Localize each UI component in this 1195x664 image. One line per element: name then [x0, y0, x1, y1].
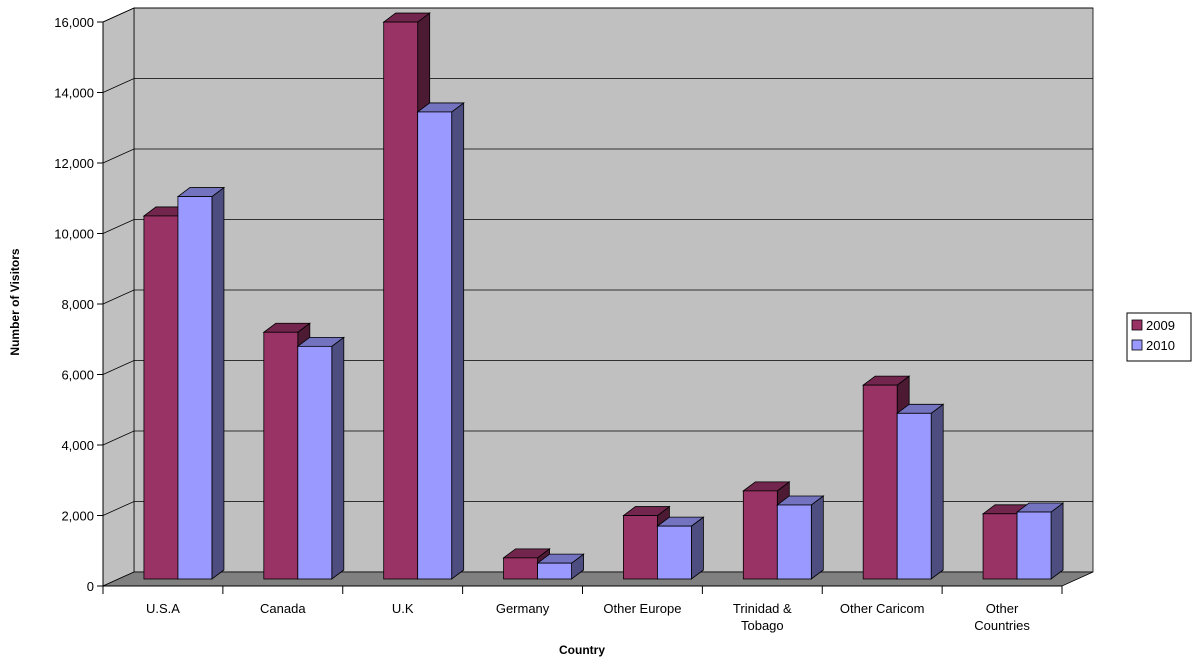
legend-label: 2009 — [1146, 318, 1175, 333]
bar-front — [263, 331, 299, 580]
bar-front — [657, 525, 692, 580]
category-label: Countries — [974, 618, 1030, 633]
y-tick-label: 12,000 — [54, 156, 94, 171]
y-tick-label: 6,000 — [61, 368, 94, 383]
category-label: Trinidad & — [733, 601, 792, 616]
bar — [895, 403, 945, 580]
bar-front — [177, 196, 213, 580]
bar — [176, 186, 226, 580]
bar-front — [742, 490, 778, 580]
bar-front — [297, 345, 333, 580]
bar-front — [776, 504, 812, 580]
bar — [296, 336, 346, 580]
category-label: U.S.A — [146, 601, 180, 616]
y-tick-label: 8,000 — [61, 297, 94, 312]
bar-side — [451, 102, 465, 580]
category-label: Canada — [260, 601, 306, 616]
bar-side — [691, 516, 704, 580]
y-tick-label: 2,000 — [61, 509, 94, 524]
category-label: Other Europe — [603, 601, 681, 616]
category-label: U.K — [392, 601, 414, 616]
legend: 2009 2010 — [1126, 312, 1192, 362]
category-label: Germany — [496, 601, 550, 616]
bar-side — [211, 186, 225, 580]
bar — [536, 553, 585, 580]
x-axis-title: Country — [559, 643, 605, 657]
bar — [656, 516, 705, 580]
gridline — [102, 7, 1093, 23]
y-axis-title: Number of Visitors — [8, 248, 22, 355]
legend-swatch — [1131, 319, 1143, 331]
bar-front — [896, 412, 932, 580]
bar-front — [623, 515, 658, 580]
category-label: Other Caricom — [840, 601, 925, 616]
bar-front — [982, 513, 1018, 580]
bar — [776, 495, 825, 580]
bar-front — [143, 215, 179, 580]
bar-side — [1050, 502, 1064, 580]
bar — [1015, 502, 1065, 580]
bar — [416, 102, 465, 580]
bar-front — [503, 557, 538, 580]
y-tick-label: 16,000 — [54, 15, 94, 30]
bar-front — [1016, 511, 1052, 580]
y-tick-label: 4,000 — [61, 438, 94, 453]
legend-swatch — [1131, 339, 1143, 351]
bar-side — [331, 336, 345, 580]
gridline — [102, 148, 1093, 164]
bar-side — [930, 403, 944, 580]
bar-side — [810, 495, 824, 580]
bar-front — [383, 21, 419, 580]
bar-front — [537, 562, 572, 580]
gridline — [102, 430, 1093, 446]
floor — [102, 571, 1094, 587]
category-label: Tobago — [741, 618, 784, 633]
chart-layer: 0 2,000 4,000 6,000 8,000 10,000 12,000 14,000 1… — [54, 7, 1094, 633]
bar-front — [862, 384, 898, 580]
gridline — [102, 289, 1093, 305]
gridline — [102, 219, 1093, 234]
bar-front — [417, 111, 453, 580]
y-tick-label: 10,000 — [54, 227, 94, 242]
y-tick-label: 0 — [87, 579, 94, 594]
y-tick-label: 14,000 — [54, 86, 94, 101]
legend-label: 2010 — [1146, 338, 1175, 353]
category-label: Other — [986, 601, 1019, 616]
gridline — [102, 78, 1093, 93]
gridline — [102, 360, 1093, 375]
